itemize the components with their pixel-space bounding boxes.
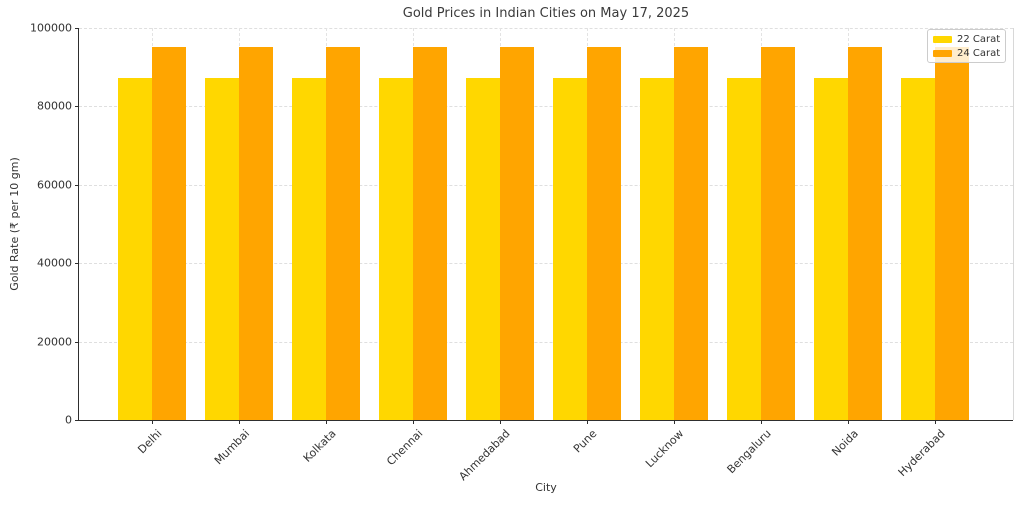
x-tick-label-delhi: Delhi: [135, 427, 165, 457]
y-gridline: [79, 184, 1013, 186]
x-tick-mark: [760, 420, 762, 424]
legend: 22 Carat 24 Carat: [927, 29, 1006, 63]
x-axis-line: [78, 420, 1013, 421]
bar-hyderabad-24-carat: [934, 46, 969, 420]
y-tick-label: 20000: [37, 335, 72, 349]
y-tick-label: 0: [65, 413, 72, 427]
x-tick-label-bengaluru: Bengaluru: [724, 427, 774, 477]
x-tick-label-pune: Pune: [571, 427, 600, 456]
y-tick-mark: [75, 28, 79, 29]
bar-chennai-24-carat: [412, 46, 447, 420]
x-tick-label-lucknow: Lucknow: [643, 427, 687, 471]
bar-delhi-22-carat: [117, 77, 152, 420]
bar-hyderabad-22-carat: [900, 77, 935, 420]
x-tick-label-kolkata: Kolkata: [300, 427, 339, 465]
bar-noida-24-carat: [847, 46, 882, 420]
bar-delhi-24-carat: [151, 46, 186, 420]
bar-mumbai-24-carat: [238, 46, 273, 420]
y-tick-mark: [75, 184, 79, 186]
y-tick-mark: [75, 341, 79, 343]
x-tick-label-noida: Noida: [829, 427, 861, 459]
y-gridline: [79, 28, 1013, 29]
bar-kolkata-22-carat: [291, 77, 326, 420]
y-gridline: [79, 263, 1013, 265]
bar-pune-24-carat: [586, 46, 621, 420]
bar-chennai-22-carat: [378, 77, 413, 420]
legend-label-22-carat: 22 Carat: [957, 33, 1001, 45]
y-gridline: [79, 106, 1013, 108]
bar-kolkata-24-carat: [325, 46, 360, 420]
x-tick-mark: [673, 420, 675, 424]
legend-label-24-carat: 24 Carat: [957, 47, 1001, 59]
bar-mumbai-22-carat: [204, 77, 239, 420]
legend-swatch-22-carat: [933, 35, 952, 43]
bar-pune-22-carat: [552, 77, 587, 420]
bar-lucknow-22-carat: [639, 77, 674, 420]
bar-bengaluru-24-carat: [760, 46, 795, 420]
y-tick-mark: [75, 106, 79, 108]
x-tick-label-ahmedabad: Ahmedabad: [456, 427, 513, 484]
bar-noida-22-carat: [813, 77, 848, 420]
x-tick-mark: [586, 420, 588, 424]
bar-bengaluru-22-carat: [726, 77, 761, 420]
y-tick-mark: [75, 263, 79, 265]
x-axis-label: City: [535, 481, 557, 494]
right-spine: [1013, 28, 1014, 420]
y-tick-label: 40000: [37, 256, 72, 270]
x-tick-mark: [151, 420, 153, 424]
x-tick-mark: [934, 420, 936, 424]
y-tick-mark: [75, 420, 79, 421]
x-tick-mark: [238, 420, 240, 424]
bar-lucknow-24-carat: [673, 46, 708, 420]
x-tick-mark: [847, 420, 849, 424]
bar-ahmedabad-22-carat: [465, 77, 500, 420]
legend-entry-22-carat: 22 Carat: [933, 34, 1000, 45]
x-tick-mark: [325, 420, 327, 424]
x-tick-mark: [499, 420, 501, 424]
bar-ahmedabad-24-carat: [499, 46, 534, 420]
x-tick-label-mumbai: Mumbai: [211, 427, 252, 468]
x-tick-mark: [412, 420, 414, 424]
chart-title: Gold Prices in Indian Cities on May 17, …: [402, 6, 690, 21]
y-axis-line: [78, 28, 79, 421]
legend-entry-24-carat: 24 Carat: [933, 48, 1000, 59]
y-tick-label: 100000: [30, 21, 72, 35]
legend-swatch-24-carat: [933, 49, 952, 57]
y-tick-label: 60000: [37, 178, 72, 192]
y-tick-label: 80000: [37, 99, 72, 113]
x-tick-label-hyderabad: Hyderabad: [895, 427, 948, 479]
x-tick-label-chennai: Chennai: [384, 427, 426, 469]
y-gridline: [79, 341, 1013, 343]
